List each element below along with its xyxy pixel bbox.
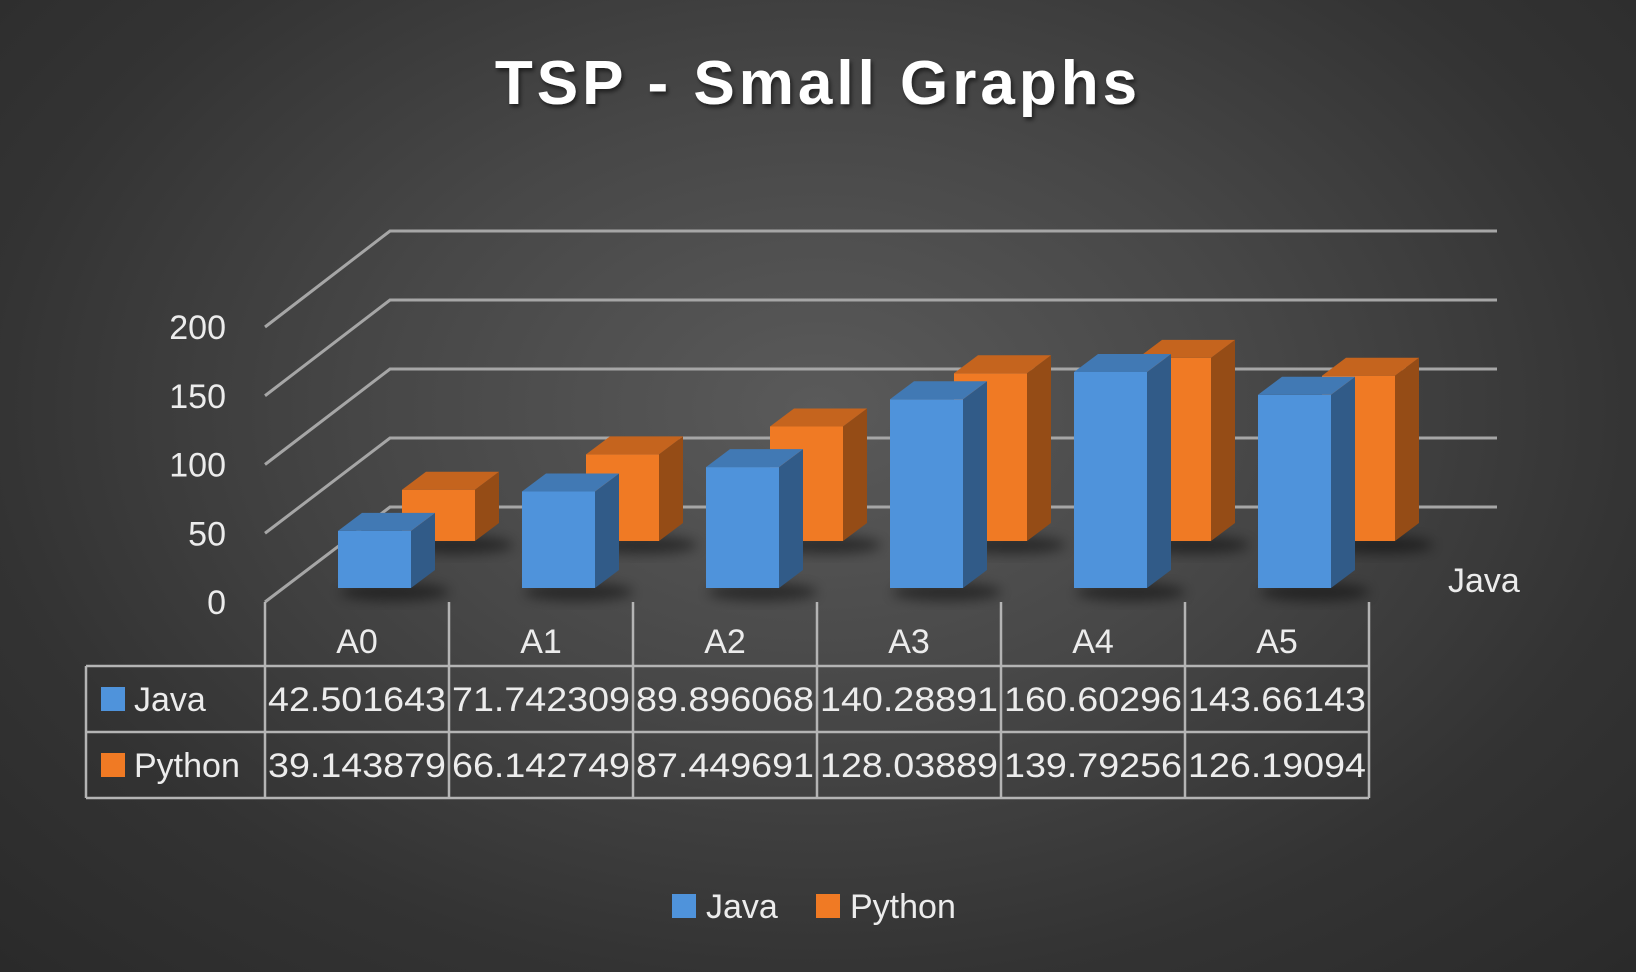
bar-front	[522, 491, 595, 588]
bar-front	[1074, 371, 1147, 588]
table-cell-value: 140.28891	[820, 681, 998, 719]
bar-front	[338, 530, 411, 588]
bar-side	[411, 512, 435, 588]
y-tick-label: 150	[169, 378, 226, 416]
table-cell-value: 87.449691	[636, 747, 814, 785]
bar-top	[586, 436, 683, 455]
table-cell-value: 139.79256	[1004, 747, 1182, 785]
gridline	[264, 229, 1497, 329]
bar-side	[963, 381, 987, 588]
gridline	[264, 298, 1497, 397]
bar-top	[770, 408, 867, 427]
legend-key	[816, 894, 840, 918]
bars	[338, 339, 1419, 588]
bar-top	[1138, 339, 1235, 358]
bar-side	[595, 473, 619, 588]
bar-side	[475, 471, 499, 541]
bar-java-a2	[706, 449, 803, 588]
bar-top	[1322, 357, 1419, 376]
legend-label: Python	[850, 888, 956, 926]
bar-side	[843, 408, 867, 541]
bar-side	[1147, 353, 1171, 588]
table-cell-value: 42.501643	[268, 681, 446, 719]
bar-side	[659, 436, 683, 541]
table-cell-value: 128.03889	[820, 747, 998, 785]
table-cell-value: 89.896068	[636, 681, 814, 719]
category-label: A1	[520, 623, 562, 661]
y-tick-label: 100	[169, 447, 226, 485]
data-table: A0 A1 A2 A3 A4 A5 Java 42.501643 71.742309 89.896…	[84, 602, 1371, 800]
category-label: A5	[1256, 623, 1298, 661]
category-label: A0	[336, 623, 378, 661]
y-tick-label: 0	[207, 584, 226, 622]
bar-java-a4	[1074, 353, 1171, 588]
table-cell-value: 143.66143	[1188, 681, 1366, 719]
legend-key	[672, 894, 696, 918]
bar-java-a1	[522, 473, 619, 588]
bar-side	[1027, 355, 1051, 541]
category-label: A4	[1072, 623, 1114, 661]
bar-top	[1074, 353, 1171, 372]
bar-java-a5	[1258, 376, 1355, 588]
bar-java-a3	[890, 381, 987, 588]
depth-axis-label: Java	[1448, 562, 1520, 600]
bar-top	[706, 449, 803, 468]
bar-top	[1258, 376, 1355, 395]
table-row-header: Python	[134, 747, 240, 785]
bar-side	[1211, 339, 1235, 541]
table-row-header: Java	[134, 681, 206, 719]
table-cell-value: 71.742309	[452, 681, 630, 719]
bar-top	[954, 355, 1051, 374]
bar-front	[1258, 394, 1331, 588]
chart-title: TSP - Small Graphs	[495, 49, 1141, 118]
bar-front	[890, 399, 963, 588]
table-cell-value: 39.143879	[268, 747, 446, 785]
category-label: A2	[704, 623, 746, 661]
bar-side	[1331, 376, 1355, 588]
bar-top	[338, 512, 435, 531]
legend-label: Java	[706, 888, 778, 926]
bar-side	[779, 449, 803, 588]
legend: Java Python	[672, 888, 956, 926]
category-label: A3	[888, 623, 930, 661]
y-tick-label: 200	[169, 309, 226, 347]
table-cell-value: 126.19094	[1188, 747, 1366, 785]
bar-front	[706, 467, 779, 588]
bar-top	[522, 473, 619, 492]
y-axis-ticks: 0 50 100 150 200	[169, 309, 226, 622]
table-legend-key	[101, 687, 125, 711]
bar-side	[1395, 357, 1419, 541]
bar-java-a0	[338, 512, 435, 588]
table-legend-key	[101, 753, 125, 777]
table-cell-value: 160.60296	[1004, 681, 1182, 719]
y-tick-label: 50	[188, 515, 226, 553]
bar-top	[890, 381, 987, 400]
bar-top	[402, 471, 499, 490]
table-cell-value: 66.142749	[452, 747, 630, 785]
